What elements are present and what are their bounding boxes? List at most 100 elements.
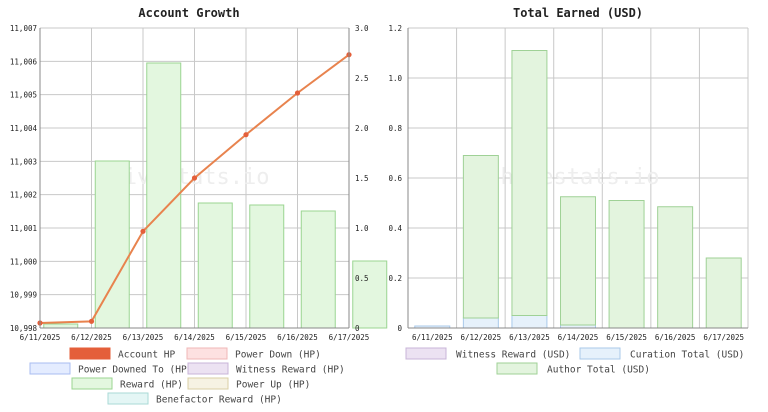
legend-item[interactable]: Witness Reward (USD) <box>405 347 570 361</box>
author-total-bar[interactable] <box>705 257 742 329</box>
legend-item[interactable]: Reward (HP) <box>71 377 183 391</box>
legend-label: Power Up (HP) <box>236 380 310 391</box>
x-tick-label: 6/12/2025 <box>71 333 112 342</box>
x-tick-label: 6/14/2025 <box>174 333 215 342</box>
author-total-bar[interactable] <box>462 155 499 319</box>
legend-label: Power Downed To (HP) <box>78 365 192 376</box>
legend-swatch <box>107 392 149 405</box>
y-left-tick-label: 11,000 <box>10 257 38 266</box>
x-tick-label: 6/11/2025 <box>412 333 453 342</box>
total-earned-axes: 0 0.2 0.4 0.6 0.8 1.0 1.2 6/11/2025 6/12/2025 6/1… <box>388 24 748 342</box>
x-tick-label: 6/15/2025 <box>226 333 267 342</box>
account-hp-point[interactable] <box>191 175 198 181</box>
y-tick-label: 0.8 <box>388 124 402 133</box>
reward-hp-bar[interactable] <box>94 160 130 329</box>
legend-swatch <box>187 377 229 390</box>
x-tick-label: 6/13/2025 <box>123 333 164 342</box>
legend-item[interactable]: Author Total (USD) <box>496 362 650 376</box>
total-earned-bars <box>414 50 742 329</box>
account-growth-title: Account Growth <box>138 6 239 20</box>
account-hp-point[interactable] <box>88 318 95 324</box>
reward-hp-bar[interactable] <box>352 260 388 329</box>
y-left-tick-label: 11,007 <box>10 24 37 33</box>
legend-swatch <box>71 377 113 390</box>
y-right-tick-label: 1.5 <box>355 174 369 183</box>
curation-total-bar[interactable] <box>511 315 548 329</box>
legend-label: Witness Reward (USD) <box>456 350 570 361</box>
author-total-bar[interactable] <box>511 50 548 316</box>
y-tick-label: 0.2 <box>388 274 402 283</box>
legend-item[interactable]: Power Down (HP) <box>186 347 321 361</box>
y-tick-label: 0 <box>397 324 402 333</box>
legend-label: Reward (HP) <box>120 380 183 391</box>
y-left-tick-label: 10,999 <box>10 291 37 300</box>
legend-item[interactable]: Power Up (HP) <box>187 377 310 391</box>
x-tick-label: 6/17/2025 <box>703 333 744 342</box>
y-left-tick-label: 10,998 <box>10 324 38 333</box>
legend-swatch <box>405 347 447 360</box>
legend-label: Power Down (HP) <box>235 350 321 361</box>
account-growth-watermark: hivestats.io <box>111 165 270 190</box>
reward-hp-bar[interactable] <box>249 204 285 329</box>
reward-hp-bar[interactable] <box>146 62 182 329</box>
x-tick-label: 6/13/2025 <box>509 333 550 342</box>
reward-hp-bar[interactable] <box>43 323 79 329</box>
y-left-tick-label: 11,002 <box>10 191 37 200</box>
x-tick-label: 6/12/2025 <box>461 333 502 342</box>
legend-label: Benefactor Reward (HP) <box>156 395 282 406</box>
legend-swatch <box>579 347 621 360</box>
reward-hp-bar[interactable] <box>300 210 336 329</box>
y-left-tick-label: 11,006 <box>10 57 38 66</box>
legend-label: Witness Reward (HP) <box>236 365 345 376</box>
account-growth-legend: Account HP Power Down (HP) Power Downed To… <box>29 347 345 406</box>
legend-item[interactable]: Witness Reward (HP) <box>187 362 345 376</box>
y-right-tick-label: 0 <box>355 324 360 333</box>
y-tick-label: 1.0 <box>388 74 402 83</box>
total-earned-chart: Total Earned (USD) hivestats.io 00.20.40… <box>388 6 749 376</box>
y-right-tick-label: 3.0 <box>355 24 369 33</box>
y-right-tick-label: 2.5 <box>355 74 369 83</box>
legend-item[interactable]: Account HP <box>69 347 175 361</box>
x-tick-label: 6/17/2025 <box>329 333 370 342</box>
curation-total-bar[interactable] <box>462 317 499 329</box>
author-total-bar[interactable] <box>657 206 694 329</box>
y-left-tick-label: 11,001 <box>10 224 37 233</box>
x-tick-label: 6/11/2025 <box>20 333 61 342</box>
y-right-tick-label: 1.0 <box>355 224 369 233</box>
legend-swatch <box>186 347 228 360</box>
reward-hp-bars <box>43 62 388 329</box>
account-growth-chart: Account Growth hivestats.io 10,998 10,999… <box>10 6 388 406</box>
account-hp-point[interactable] <box>140 228 146 234</box>
author-total-bar[interactable] <box>608 200 645 329</box>
y-tick-label: 1.2 <box>388 24 402 33</box>
account-hp-point[interactable] <box>243 132 249 138</box>
y-left-tick-label: 11,003 <box>10 157 37 166</box>
x-tick-label: 6/14/2025 <box>558 333 599 342</box>
y-right-tick-label: 0.5 <box>355 274 369 283</box>
y-left-tick-label: 11,004 <box>10 124 38 133</box>
legend-label: Curation Total (USD) <box>630 350 744 361</box>
legend-item[interactable]: Power Downed To (HP) <box>29 362 192 376</box>
y-tick-label: 0.4 <box>388 224 402 233</box>
x-tick-label: 6/15/2025 <box>606 333 647 342</box>
legend-swatch <box>29 362 71 375</box>
legend-label: Author Total (USD) <box>547 365 650 376</box>
reward-hp-bar[interactable] <box>197 202 233 329</box>
total-earned-title: Total Earned (USD) <box>513 6 643 20</box>
x-tick-label: 6/16/2025 <box>655 333 696 342</box>
legend-item[interactable]: Curation Total (USD) <box>579 347 744 361</box>
legend-label: Account HP <box>118 350 175 361</box>
y-left-tick-label: 11,005 <box>10 91 37 100</box>
legend-item[interactable]: Benefactor Reward (HP) <box>107 392 282 406</box>
account-growth-axes: 10,998 10,999 11,000 11,001 11,002 11,003 11,0… <box>10 24 369 342</box>
author-total-bar[interactable] <box>560 196 596 326</box>
account-hp-point[interactable] <box>294 90 301 96</box>
legend-swatch <box>69 347 111 360</box>
legend-swatch <box>187 362 229 375</box>
x-tick-label: 6/16/2025 <box>277 333 318 342</box>
y-tick-label: 0.6 <box>388 174 402 183</box>
total-earned-legend: Witness Reward (USD) Curation Total (USD)… <box>405 347 744 376</box>
y-right-tick-label: 2.0 <box>355 124 369 133</box>
legend-swatch <box>496 362 538 375</box>
